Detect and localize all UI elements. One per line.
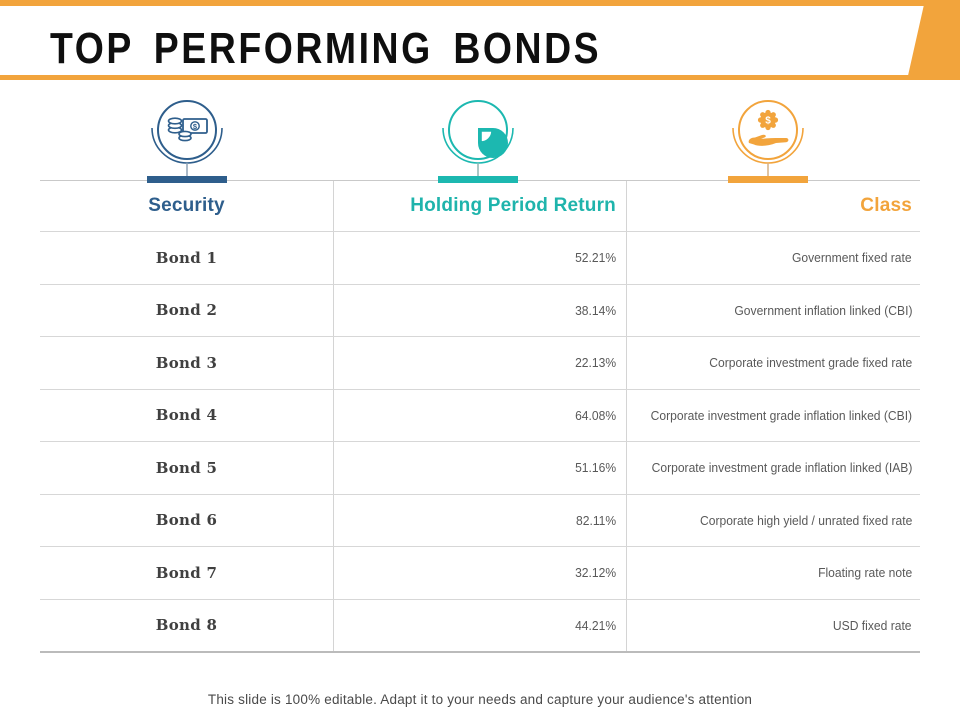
table-row: Bond 2 38.14% Government inflation linke… bbox=[40, 283, 920, 337]
table-header-row: Security Holding Period Return Class bbox=[40, 181, 920, 231]
holding-return-value: 44.21% bbox=[574, 617, 616, 633]
bond-name: Bond 8 bbox=[155, 616, 218, 635]
bond-name: Bond 5 bbox=[155, 458, 218, 477]
bond-name: Bond 6 bbox=[155, 511, 218, 530]
holding-return-value: 51.16% bbox=[574, 460, 616, 476]
column-header-holding-period-return: Holding Period Return bbox=[333, 181, 627, 231]
bond-class-cell: Government inflation linked (CBI) bbox=[627, 285, 920, 337]
holding-return-value: 22.13% bbox=[574, 355, 616, 371]
table-row: Bond 3 22.13% Corporate investment grade… bbox=[40, 336, 920, 389]
table-body: Bond 1 52.21% Government fixed rate Bond… bbox=[40, 231, 920, 651]
bond-class-value: Government fixed rate bbox=[792, 250, 912, 266]
holding-return-cell: 22.13% bbox=[333, 337, 627, 389]
bond-name: Bond 1 bbox=[155, 248, 218, 267]
bond-class-value: Corporate high yield / unrated fixed rat… bbox=[699, 512, 912, 528]
holding-return-cell: 52.21% bbox=[333, 232, 627, 284]
bond-class-value: Corporate investment grade fixed rate bbox=[709, 355, 912, 371]
holding-return-value: 32.12% bbox=[574, 565, 616, 581]
cash-coins-icon: $ bbox=[139, 96, 235, 182]
bond-class-cell: Corporate investment grade fixed rate bbox=[627, 337, 920, 389]
security-accent-bar bbox=[147, 176, 227, 183]
return-accent-bar bbox=[438, 176, 518, 183]
corner-accent-shape bbox=[907, 0, 960, 80]
bonds-table: Security Holding Period Return Class Bon… bbox=[40, 180, 920, 653]
holding-return-value: 38.14% bbox=[574, 302, 616, 318]
table-row: Bond 4 64.08% Corporate investment grade… bbox=[40, 388, 920, 442]
bond-name: Bond 7 bbox=[155, 563, 218, 582]
table-row: Bond 1 52.21% Government fixed rate bbox=[40, 231, 920, 284]
holding-return-cell: 51.16% bbox=[333, 442, 627, 494]
bond-name: Bond 2 bbox=[155, 301, 218, 320]
holding-return-value: 82.11% bbox=[575, 512, 616, 528]
table-row: Bond 5 51.16% Corporate investment grade… bbox=[40, 441, 920, 494]
bond-class-cell: Corporate investment grade inflation lin… bbox=[627, 442, 920, 494]
bond-class-value: Corporate investment grade inflation lin… bbox=[651, 460, 912, 476]
slide-title: TOP PERFORMING BONDS bbox=[50, 24, 602, 73]
column-header-class: Class bbox=[860, 195, 912, 216]
holding-return-cell: 32.12% bbox=[333, 547, 627, 599]
bond-name: Bond 3 bbox=[155, 353, 218, 372]
bond-class-value: Government inflation linked (CBI) bbox=[733, 302, 912, 318]
table-row: Bond 8 44.21% USD fixed rate bbox=[40, 598, 920, 652]
holding-return-cell: 38.14% bbox=[333, 284, 627, 336]
title-underline bbox=[0, 75, 960, 80]
table-row: Bond 6 82.11% Corporate high yield / unr… bbox=[40, 493, 920, 547]
bond-class-cell: Floating rate note bbox=[627, 547, 920, 599]
holding-return-cell: 44.21% bbox=[333, 599, 627, 651]
bond-name: Bond 4 bbox=[155, 406, 218, 425]
svg-text:$: $ bbox=[765, 115, 771, 126]
bond-class-cell: USD fixed rate bbox=[627, 600, 920, 652]
dollar-hand-icon: $ bbox=[720, 96, 816, 182]
top-accent-strip bbox=[0, 0, 960, 6]
holding-return-cell: 64.08% bbox=[333, 389, 627, 441]
holding-return-value: 64.08% bbox=[574, 407, 616, 423]
bond-class-value: USD fixed rate bbox=[833, 617, 912, 633]
holding-return-value: 52.21% bbox=[574, 250, 616, 266]
column-header-security: Security bbox=[148, 195, 225, 216]
bond-class-cell: Government fixed rate bbox=[627, 232, 920, 284]
class-accent-bar bbox=[728, 176, 808, 183]
table-row: Bond 7 32.12% Floating rate note bbox=[40, 546, 920, 599]
bond-class-value: Corporate investment grade inflation lin… bbox=[650, 407, 912, 423]
holding-return-cell: 82.11% bbox=[333, 494, 627, 546]
bond-class-cell: Corporate high yield / unrated fixed rat… bbox=[627, 495, 920, 547]
bond-class-value: Floating rate note bbox=[817, 565, 912, 581]
bond-class-cell: Corporate investment grade inflation lin… bbox=[627, 390, 920, 442]
pie-chart-icon bbox=[430, 96, 526, 182]
svg-text:$: $ bbox=[193, 122, 198, 131]
footer-note: This slide is 100% editable. Adapt it to… bbox=[207, 692, 753, 707]
